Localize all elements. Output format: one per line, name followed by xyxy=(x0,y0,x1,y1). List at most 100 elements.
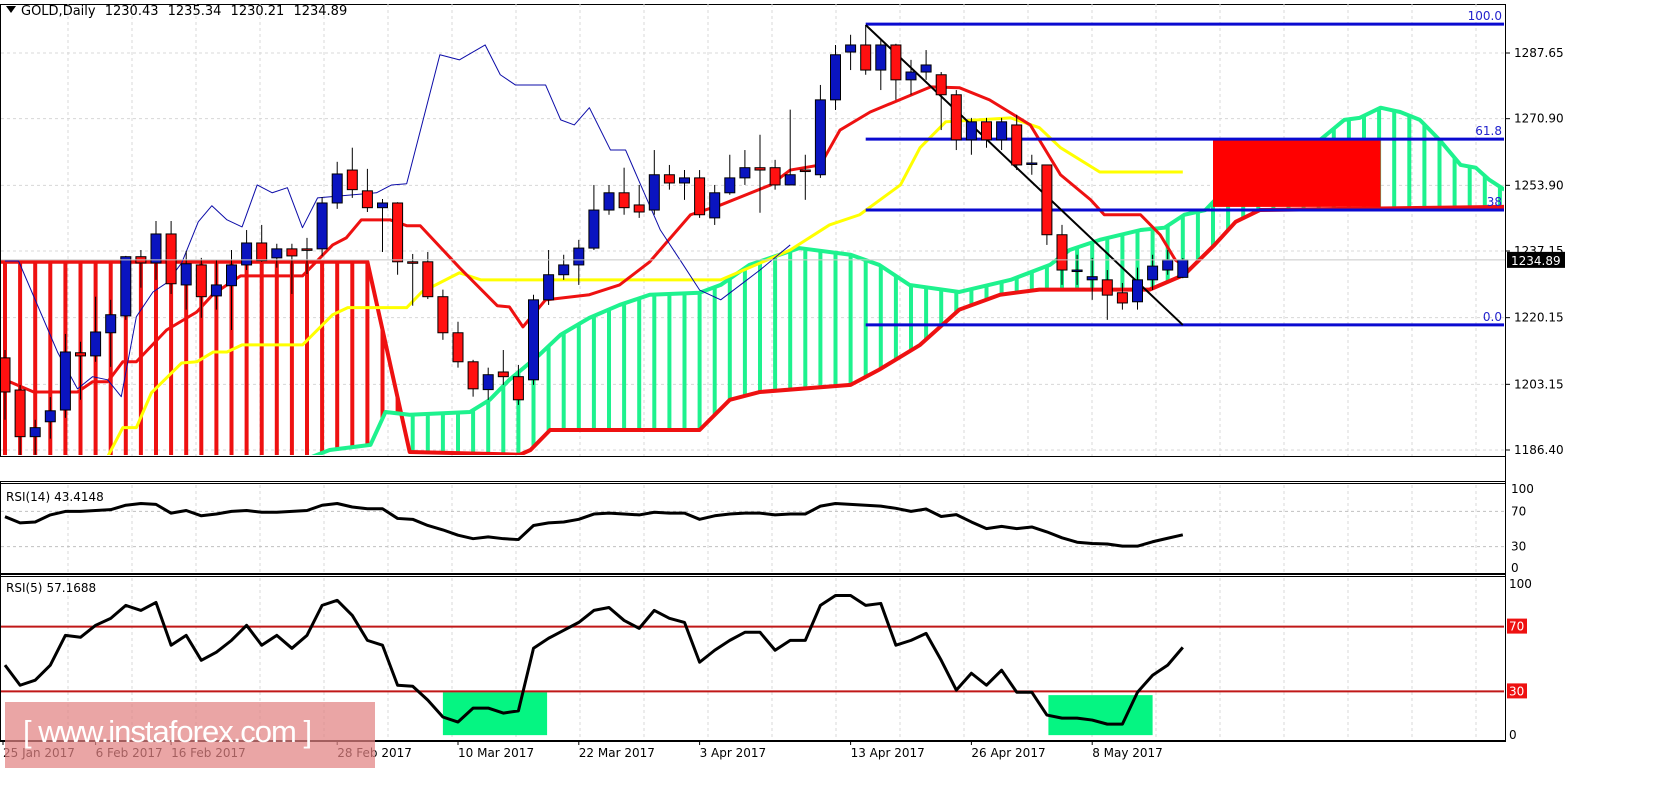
candle xyxy=(845,34,857,71)
candle-body xyxy=(950,94,962,141)
main-plot: 100.0 61.8 38 0.0 xyxy=(1,9,1504,455)
rsi14-label: RSI(14) xyxy=(6,490,51,504)
fib-level-label: 38 xyxy=(1487,195,1502,209)
date-axis-label: 26 Apr 2017 xyxy=(971,746,1045,760)
close-price: 1234.89 xyxy=(293,4,348,19)
candle xyxy=(739,150,751,185)
candle xyxy=(814,84,826,178)
candle-body xyxy=(875,44,887,71)
candle xyxy=(301,237,313,274)
candle-body xyxy=(1116,292,1128,304)
rsi14-axis-label: 0 xyxy=(1511,561,1519,575)
candle-body xyxy=(890,44,902,81)
candle xyxy=(663,164,675,190)
symbol-timeframe: GOLD,Daily xyxy=(21,4,96,19)
candle-body xyxy=(361,190,373,209)
candle xyxy=(316,197,328,256)
candle xyxy=(890,43,902,100)
candle xyxy=(377,199,388,252)
candle-body xyxy=(437,296,449,334)
open-price: 1230.43 xyxy=(104,4,159,19)
rsi5-level-badge xyxy=(1507,683,1527,699)
price-axis-label: 1287.65 xyxy=(1514,46,1564,60)
candle-body xyxy=(754,167,766,171)
low-price: 1230.21 xyxy=(230,4,285,19)
candle xyxy=(271,243,283,268)
candle xyxy=(769,159,781,190)
candle-body xyxy=(392,202,404,263)
candle xyxy=(528,294,539,385)
candle-body xyxy=(316,202,328,250)
candle-body xyxy=(241,242,253,266)
candle-body xyxy=(165,233,177,285)
candle-body xyxy=(905,71,917,81)
candle-body xyxy=(286,248,298,257)
candle xyxy=(1041,164,1053,245)
candle-body xyxy=(965,121,977,141)
candle xyxy=(1177,258,1189,279)
price-axis-label: 1203.15 xyxy=(1514,377,1564,391)
candle-body xyxy=(210,284,222,297)
candle xyxy=(709,184,721,225)
candle-body xyxy=(1086,276,1098,281)
candle xyxy=(195,257,207,318)
candle-body xyxy=(407,261,419,264)
candle-body xyxy=(180,263,192,286)
candle-body xyxy=(346,169,358,191)
candle-body xyxy=(120,256,132,317)
candle xyxy=(467,359,479,397)
oversold-highlight-zone xyxy=(1048,695,1153,736)
candle-body xyxy=(90,331,102,357)
chart-header: GOLD,Daily 1230.43 1235.34 1230.21 1234.… xyxy=(6,4,352,19)
candle-body xyxy=(331,173,343,204)
rsi5-axis-label: 30 xyxy=(1509,684,1524,698)
candle xyxy=(905,59,917,95)
candle-body xyxy=(784,174,796,186)
dropdown-triangle-icon[interactable] xyxy=(6,6,16,13)
rsi14-header: RSI(14) 43.4148 xyxy=(6,490,108,504)
candle xyxy=(724,154,736,195)
rsi14-panel xyxy=(0,481,1506,574)
candle xyxy=(210,259,222,310)
candle xyxy=(75,341,86,400)
price-axis-label: 1186.40 xyxy=(1514,443,1564,457)
candle-body xyxy=(860,44,872,71)
candle-body xyxy=(1026,162,1038,165)
candle-body xyxy=(799,169,811,173)
candle-body xyxy=(709,192,721,219)
candle xyxy=(679,170,690,200)
candle xyxy=(588,184,600,251)
rsi5-axis-label: 100 xyxy=(1509,577,1532,591)
candle xyxy=(799,154,811,200)
price-axis-label: 1220.15 xyxy=(1514,311,1564,325)
candle-body xyxy=(920,64,932,73)
candle xyxy=(603,184,615,215)
rsi5-axis-label: 70 xyxy=(1509,620,1524,634)
rsi5-plot xyxy=(1,593,1504,736)
date-axis-label: 13 Apr 2017 xyxy=(851,746,925,760)
candle-body xyxy=(573,247,585,266)
candle xyxy=(573,239,585,285)
candle xyxy=(754,134,766,213)
current-price-box xyxy=(1507,251,1565,268)
candle-body xyxy=(648,174,660,211)
red-zone-rectangle xyxy=(1213,139,1381,207)
rsi5-line xyxy=(3,593,1184,726)
candle xyxy=(920,50,932,80)
candle xyxy=(90,296,102,362)
candle xyxy=(482,367,494,400)
rsi5-header: RSI(5) 57.1688 xyxy=(6,581,100,595)
candle-body xyxy=(512,376,524,401)
candle xyxy=(830,44,841,111)
candle xyxy=(996,117,1008,151)
fib-level-label: 61.8 xyxy=(1475,124,1502,138)
candle xyxy=(950,90,962,151)
candle xyxy=(256,224,268,262)
candle xyxy=(1026,154,1038,175)
chikou-span-line xyxy=(5,44,791,398)
candle xyxy=(1132,267,1143,310)
candle xyxy=(44,397,56,439)
candle-body xyxy=(226,264,237,287)
current-price-label: 1234.89 xyxy=(1511,254,1561,268)
